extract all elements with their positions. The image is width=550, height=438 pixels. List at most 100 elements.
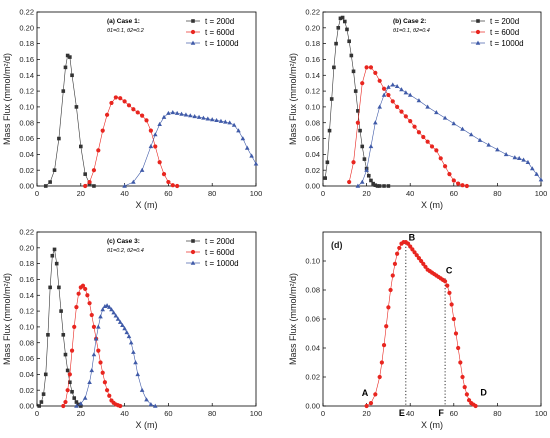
data-point bbox=[369, 178, 373, 183]
data-point bbox=[240, 136, 246, 141]
data-point bbox=[338, 16, 343, 21]
data-point bbox=[104, 303, 110, 308]
y-tick-label: 0.00 bbox=[305, 182, 320, 191]
data-point bbox=[412, 124, 417, 129]
data-point bbox=[87, 379, 92, 384]
data-point bbox=[381, 92, 387, 97]
x-tick-label: 100 bbox=[250, 409, 263, 418]
data-point bbox=[408, 244, 413, 249]
data-point bbox=[43, 372, 48, 377]
data-point bbox=[486, 142, 491, 147]
panel-1: 0 20 40 60 80 100 0.00 0.02 0.04 0.06 0.08 0.10 0.12… bbox=[2, 8, 262, 210]
y-tick-label: 0.20 bbox=[19, 243, 34, 252]
point-label: B bbox=[409, 233, 416, 243]
data-point bbox=[148, 402, 154, 407]
data-point bbox=[82, 395, 88, 400]
data-point bbox=[445, 283, 450, 288]
series-triangle bbox=[122, 110, 259, 188]
data-point bbox=[442, 115, 448, 120]
x-tick-label: 100 bbox=[535, 409, 548, 418]
data-point bbox=[360, 81, 365, 86]
data-point bbox=[144, 397, 149, 402]
data-point bbox=[48, 285, 52, 290]
data-point bbox=[70, 73, 74, 78]
data-point bbox=[87, 179, 92, 185]
data-point bbox=[175, 183, 180, 189]
data-point bbox=[126, 103, 132, 108]
data-point bbox=[355, 183, 361, 188]
y-tick-label: 0.08 bbox=[19, 338, 34, 347]
data-point bbox=[538, 177, 544, 182]
legend-marker bbox=[190, 260, 196, 265]
data-point bbox=[148, 128, 153, 133]
data-point bbox=[403, 90, 409, 95]
data-point bbox=[525, 159, 531, 164]
data-point bbox=[407, 92, 413, 97]
series-circle bbox=[364, 240, 478, 409]
data-point bbox=[118, 403, 123, 409]
legend-entry: t = 200d bbox=[186, 17, 234, 26]
data-point bbox=[79, 144, 83, 149]
legend-label: t = 200d bbox=[205, 237, 234, 246]
y-tick-label: 0.10 bbox=[19, 323, 34, 332]
data-point bbox=[495, 147, 500, 152]
data-point bbox=[355, 120, 360, 125]
data-point bbox=[373, 392, 378, 397]
y-tick-label: 0.02 bbox=[305, 373, 320, 382]
data-point bbox=[462, 385, 467, 390]
data-point bbox=[512, 155, 518, 160]
series-line bbox=[45, 54, 95, 187]
data-point bbox=[72, 324, 77, 330]
data-point bbox=[477, 137, 483, 142]
data-point bbox=[345, 27, 349, 32]
y-tick-label: 0.08 bbox=[305, 286, 320, 295]
data-point bbox=[456, 345, 461, 351]
data-point bbox=[93, 336, 99, 341]
data-point bbox=[377, 78, 382, 83]
data-point bbox=[196, 114, 202, 119]
data-point bbox=[390, 99, 395, 104]
data-point bbox=[388, 287, 393, 293]
data-point bbox=[244, 145, 250, 150]
legend-label: t = 1000d bbox=[205, 259, 239, 268]
data-point bbox=[61, 403, 66, 409]
y-tick-label: 0.04 bbox=[305, 150, 320, 159]
panel-3: 0 20 40 60 80 100 0.00 0.02 0.04 0.06 0.08 0.10 0.12… bbox=[2, 228, 262, 430]
data-point bbox=[458, 360, 463, 365]
x-axis-label: X (m) bbox=[136, 420, 158, 430]
data-point bbox=[69, 348, 75, 353]
data-point bbox=[139, 167, 145, 172]
x-tick-label: 40 bbox=[406, 189, 414, 198]
data-point bbox=[41, 392, 46, 396]
data-point bbox=[214, 117, 219, 123]
x-tick-label: 40 bbox=[120, 189, 128, 198]
data-point bbox=[521, 157, 526, 162]
y-tick-label: 0.18 bbox=[305, 39, 320, 48]
y-tick-label: 0.04 bbox=[19, 150, 34, 159]
data-point bbox=[377, 374, 382, 380]
data-point bbox=[412, 250, 417, 255]
data-point bbox=[87, 301, 92, 306]
y-tick-label: 0.18 bbox=[19, 259, 34, 268]
data-point bbox=[236, 128, 241, 133]
data-point bbox=[421, 261, 426, 266]
data-point bbox=[386, 305, 391, 310]
legend-entry: t = 600d bbox=[471, 28, 519, 37]
y-tick-label: 0.14 bbox=[19, 71, 34, 80]
y-tick-label: 0.00 bbox=[305, 402, 320, 411]
data-point bbox=[442, 164, 448, 169]
series-line bbox=[348, 67, 467, 187]
data-point bbox=[166, 110, 171, 115]
data-point bbox=[201, 115, 206, 120]
data-point bbox=[421, 134, 426, 140]
panel-title: (b) Case 2: bbox=[393, 18, 426, 25]
data-point bbox=[205, 116, 211, 121]
y-tick-label: 0.06 bbox=[19, 134, 34, 143]
data-point bbox=[57, 136, 61, 141]
data-point bbox=[464, 392, 469, 397]
data-point bbox=[382, 184, 386, 188]
panel-2: 0 20 40 60 80 100 0.00 0.02 0.04 0.06 0.08 0.10 0.12… bbox=[288, 8, 547, 210]
data-point bbox=[122, 99, 127, 104]
data-point bbox=[397, 245, 402, 251]
panel-4: 0 20 40 60 80 100 0.00 0.02 0.04 0.06 0.08 0.10 X (m… bbox=[288, 231, 548, 430]
